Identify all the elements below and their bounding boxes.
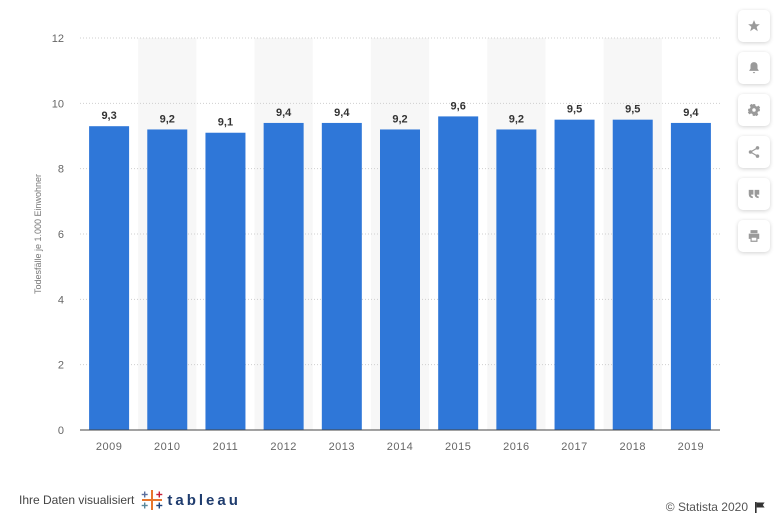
data-label: 9,5 — [567, 104, 582, 116]
y-axis-ticks: 0 2 4 6 8 10 12 — [52, 33, 64, 437]
y-axis-label: Todesfälle je 1.000 Einwohner — [33, 174, 43, 294]
y-tick-label: 0 — [58, 425, 64, 437]
data-label: 9,4 — [276, 107, 292, 119]
x-tick-label: 2009 — [96, 441, 122, 453]
x-axis-ticks: 2009 2010 2011 2012 2013 2014 2015 2016 2017 2018… — [96, 441, 704, 453]
x-tick-label: 2013 — [329, 441, 355, 453]
data-label: 9,3 — [101, 110, 116, 122]
tableau-logo: tableau — [140, 488, 241, 512]
bell-icon — [749, 62, 759, 74]
data-label: 9,2 — [160, 113, 175, 125]
flag-icon[interactable] — [754, 501, 766, 513]
tableau-credit[interactable]: Ihre Daten visualisiert tableau — [19, 488, 241, 512]
x-tick-label: 2018 — [619, 441, 645, 453]
tableau-wordmark: tableau — [167, 491, 241, 509]
print-icon — [748, 230, 760, 242]
data-label: 9,4 — [683, 107, 699, 119]
bar[interactable] — [263, 122, 304, 430]
print-button[interactable] — [738, 220, 770, 252]
bar[interactable] — [554, 119, 595, 431]
x-tick-label: 2012 — [270, 441, 296, 453]
data-label: 9,2 — [392, 113, 407, 125]
x-tick-label: 2015 — [445, 441, 471, 453]
y-tick-label: 2 — [58, 360, 64, 372]
x-tick-label: 2016 — [503, 441, 529, 453]
toolbar — [738, 10, 772, 262]
tableau-cross-icon — [142, 490, 163, 510]
star-icon — [748, 20, 760, 32]
data-label: 9,1 — [218, 117, 233, 129]
bar[interactable] — [612, 119, 653, 431]
share-button[interactable] — [738, 136, 770, 168]
data-label: 9,4 — [334, 107, 350, 119]
x-tick-label: 2014 — [387, 441, 413, 453]
bar-chart: 9,3 9,2 9,1 9,4 9,4 9,2 9,6 9,2 9,5 9,5 9,4 0 2 4 6 8 1… — [33, 33, 720, 453]
quote-icon — [748, 189, 760, 199]
data-label: 9,5 — [625, 104, 640, 116]
copyright: © Statista 2020 — [666, 500, 766, 514]
data-labels: 9,3 9,2 9,1 9,4 9,4 9,2 9,6 9,2 9,5 9,5 9,4 — [101, 100, 699, 128]
cite-button[interactable] — [738, 178, 770, 210]
bar[interactable] — [380, 129, 420, 430]
visualized-text: Ihre Daten visualisiert — [19, 493, 135, 507]
bar[interactable] — [496, 129, 537, 430]
favorite-button[interactable] — [738, 10, 770, 42]
bar[interactable] — [321, 122, 362, 430]
y-tick-label: 6 — [58, 229, 64, 241]
bar[interactable] — [147, 129, 188, 430]
bars — [89, 116, 711, 431]
y-tick-label: 8 — [58, 164, 64, 176]
gear-icon — [747, 103, 761, 117]
x-tick-label: 2010 — [154, 441, 180, 453]
bar[interactable] — [670, 122, 711, 430]
settings-button[interactable] — [738, 94, 770, 126]
notification-button[interactable] — [738, 52, 770, 84]
bar[interactable] — [89, 126, 130, 430]
copyright-text: © Statista 2020 — [665, 500, 748, 514]
data-label: 9,2 — [509, 113, 524, 125]
data-label: 9,6 — [451, 100, 466, 112]
bar[interactable] — [438, 116, 479, 431]
bar[interactable] — [205, 132, 246, 430]
x-tick-label: 2019 — [678, 441, 704, 453]
share-icon — [748, 146, 760, 158]
y-tick-label: 10 — [52, 98, 64, 110]
y-tick-label: 4 — [58, 294, 64, 306]
x-tick-label: 2011 — [213, 441, 239, 453]
y-tick-label: 12 — [52, 33, 64, 45]
x-tick-label: 2017 — [561, 441, 587, 453]
